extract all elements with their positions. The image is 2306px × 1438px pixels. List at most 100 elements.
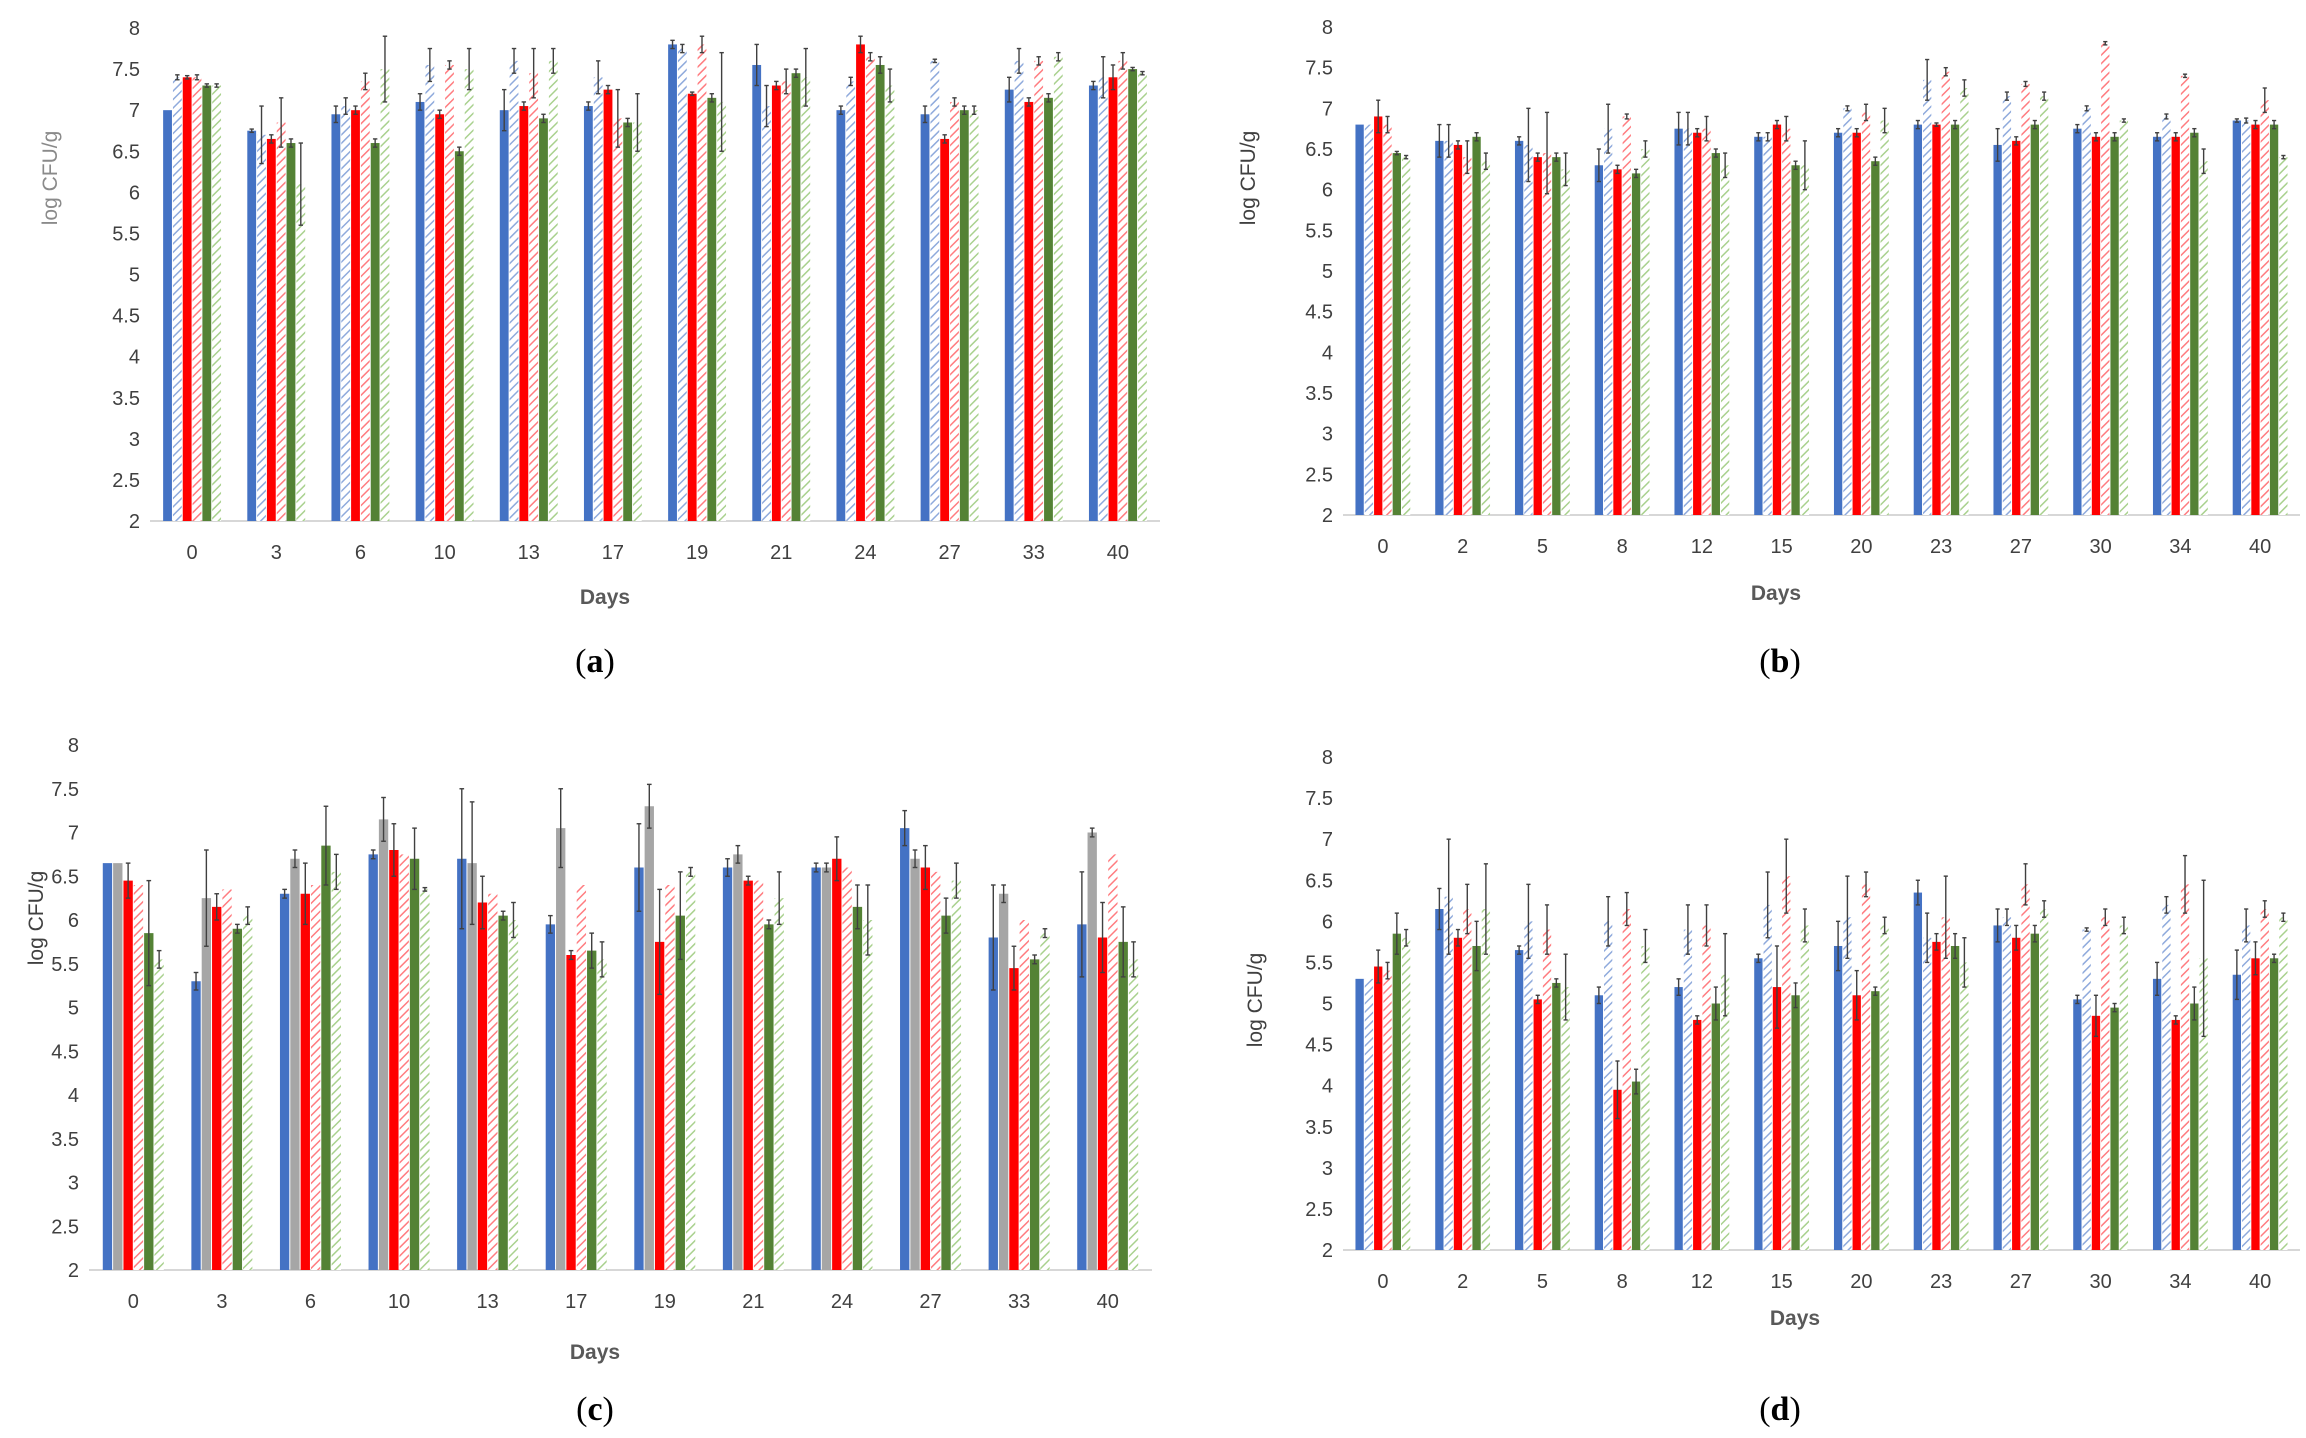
bar — [464, 69, 474, 521]
ytick-label: 4.5 — [51, 1041, 79, 1063]
bar — [1693, 132, 1702, 515]
error-bar — [1756, 132, 1761, 142]
error-bar — [754, 43, 759, 87]
error-bar — [282, 888, 287, 899]
error-bar — [204, 849, 209, 947]
bar — [2082, 929, 2091, 1250]
ytick-label: 3 — [129, 429, 140, 451]
ytick-label: 5 — [1322, 261, 1333, 283]
ytick-label: 4.5 — [112, 306, 140, 328]
panel-a: log CFU/g Days (a) 2 2.5 3 3.5 4 4.5 5 5.5 6 6.5 7… — [39, 18, 1160, 680]
bar — [1932, 941, 1941, 1250]
ytick-label: 6.5 — [112, 141, 140, 163]
ytick-label: 7 — [129, 100, 140, 122]
xtick-label: 0 — [187, 542, 198, 564]
error-bar — [1934, 932, 1939, 951]
error-bar — [813, 862, 819, 873]
bar — [1843, 108, 1852, 515]
ytick-label: 7 — [68, 823, 79, 845]
bar — [2012, 937, 2021, 1250]
bar — [519, 106, 529, 521]
ytick-label: 4 — [129, 347, 140, 369]
error-bar — [1526, 107, 1531, 183]
error-bar — [868, 51, 873, 62]
bar — [1880, 925, 1889, 1250]
error-bar — [1643, 140, 1648, 158]
error-bar — [824, 862, 829, 873]
bar — [1711, 1003, 1720, 1250]
bar — [409, 858, 420, 1270]
ytick-label: 3 — [1322, 1158, 1333, 1180]
bar — [2232, 120, 2242, 516]
error-bar — [1676, 978, 1681, 996]
error-bar — [2173, 1015, 2178, 1025]
error-bar — [2201, 879, 2206, 1038]
bar — [1514, 950, 1524, 1250]
error-bar — [2271, 119, 2277, 130]
bar — [743, 880, 753, 1270]
error-bar — [1596, 986, 1601, 1005]
bar — [707, 97, 717, 521]
bar — [232, 928, 243, 1270]
bar — [1631, 1081, 1641, 1250]
xtick-label: 19 — [654, 1291, 676, 1313]
error-bar — [1517, 945, 1522, 955]
error-bar — [1110, 64, 1116, 91]
bar — [1800, 925, 1810, 1250]
error-bar — [1483, 152, 1488, 171]
bar — [1641, 945, 1650, 1250]
error-bar — [952, 97, 957, 107]
bar — [1693, 1019, 1702, 1250]
bar — [1711, 153, 1720, 516]
bar — [1763, 136, 1772, 516]
error-bar — [269, 134, 274, 144]
bar — [2021, 83, 2030, 515]
bar — [2082, 108, 2091, 515]
error-bar — [541, 113, 546, 124]
bar — [1674, 128, 1683, 515]
bar — [1108, 77, 1118, 522]
error-bar — [459, 788, 465, 930]
bar — [1641, 149, 1650, 515]
error-bar — [1465, 883, 1470, 935]
error-bar — [709, 93, 715, 103]
error-bar — [689, 91, 695, 97]
bar — [1542, 929, 1552, 1250]
error-bar — [1873, 986, 1878, 996]
bar — [286, 143, 296, 522]
bar — [477, 902, 488, 1270]
error-bar — [204, 83, 210, 88]
error-bar — [2281, 912, 2286, 923]
error-bar — [1952, 119, 1958, 130]
error-bar — [1394, 912, 1399, 955]
error-bar — [2155, 132, 2160, 142]
error-bar — [1026, 97, 1032, 107]
error-bar — [1633, 1068, 1639, 1095]
ytick-label: 2 — [68, 1260, 79, 1282]
error-bar — [480, 875, 485, 930]
bar — [771, 85, 781, 522]
bar — [1435, 140, 1444, 515]
error-bar — [214, 83, 219, 88]
error-bar — [2121, 916, 2126, 935]
bar — [842, 867, 852, 1270]
bar — [603, 89, 613, 521]
ytick-label: 5.5 — [112, 223, 140, 245]
ytick-label: 5.5 — [1305, 952, 1333, 974]
error-bar — [363, 72, 368, 91]
error-bar — [1544, 904, 1550, 955]
bar — [930, 60, 940, 521]
error-bar — [1089, 827, 1095, 838]
ytick-label: 3 — [68, 1173, 79, 1195]
error-bar — [302, 862, 308, 926]
error-bar — [971, 105, 977, 115]
error-bar — [912, 849, 918, 869]
error-bar — [865, 884, 871, 956]
ytick-label: 6 — [68, 910, 79, 932]
bar — [1561, 987, 1570, 1250]
bar — [587, 950, 597, 1270]
error-bar — [1596, 148, 1601, 183]
panel-d: log CFU/g Days (d) 2 2.5 3 3.5 4 4.5 5 5.5 6 6.5 7… — [1244, 747, 2300, 1428]
error-bar — [1100, 901, 1105, 974]
xtick-label: 6 — [305, 1291, 316, 1313]
